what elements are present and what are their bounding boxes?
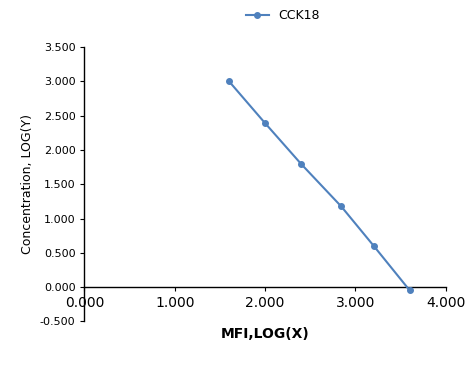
Line: CCK18: CCK18 [226, 78, 412, 293]
X-axis label: MFI,LOG(X): MFI,LOG(X) [220, 327, 310, 341]
CCK18 [407, 288, 412, 293]
CCK18 [226, 79, 232, 84]
CCK18 [371, 243, 377, 248]
CCK18 [262, 120, 267, 125]
CCK18 [298, 162, 304, 166]
Y-axis label: Concentration, LOG(Y): Concentration, LOG(Y) [21, 114, 34, 254]
Legend: CCK18: CCK18 [241, 4, 325, 27]
CCK18 [339, 204, 344, 209]
